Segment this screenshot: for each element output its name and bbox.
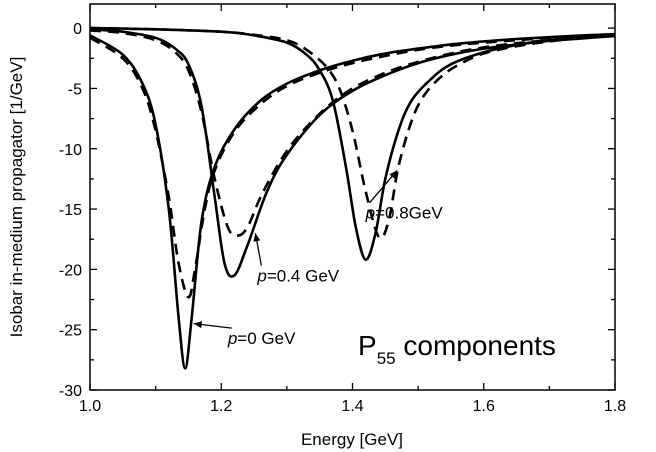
y-tick-label: -5: [68, 81, 82, 98]
panel-label-rest: components: [396, 330, 556, 361]
y-tick-label: 0: [73, 21, 82, 38]
annotation-momentum-symbol: p: [365, 204, 375, 223]
y-tick-label: -20: [59, 262, 82, 279]
annotation-arrowhead-3: [389, 170, 398, 179]
x-tick-label: 1.6: [473, 398, 495, 415]
panel-label-subscript: 55: [377, 349, 396, 368]
annotation-arrowhead-2: [253, 233, 261, 242]
x-tick-label: 1.2: [210, 398, 232, 415]
x-tick-label: 1.4: [341, 398, 363, 415]
annotation-label-1: p=0 GeV: [227, 329, 296, 348]
y-tick-label: -10: [59, 142, 82, 159]
solid-curve-3: [89, 28, 616, 278]
annotation-momentum-value: =0 GeV: [237, 329, 296, 348]
chart-curves: [89, 26, 616, 370]
annotation-arrowhead-1: [193, 321, 203, 329]
annotation-momentum-value: =0.4 GeV: [267, 266, 340, 285]
x-tick-labels: 1.0 1.2 1.4 1.6 1.8: [79, 398, 626, 415]
dashed-curve-6: [89, 26, 616, 240]
annotation-label-2: p=0.4 GeV: [256, 266, 339, 285]
annotation-momentum-symbol: p: [256, 266, 266, 285]
x-axis-label: Energy [GeV]: [301, 430, 403, 449]
y-axis-label: Isobar in-medium propagator [1/GeV]: [7, 57, 26, 338]
y-tick-label: -25: [59, 323, 82, 340]
panel-label: P55 components: [358, 330, 556, 368]
dashed-curve-2: [89, 33, 616, 299]
y-tick-label: -30: [59, 383, 82, 400]
annotation-label-3: p=0.8GeV: [365, 204, 444, 223]
x-tick-label: 1.8: [604, 398, 626, 415]
y-tick-label: -15: [59, 202, 82, 219]
annotation-momentum-symbol: p: [227, 329, 237, 348]
panel-label-main: P: [358, 330, 377, 361]
axis-ticks: [89, 4, 616, 391]
y-tick-labels: 0 -5 -10 -15 -20 -25 -30: [59, 21, 82, 400]
x-tick-label: 1.0: [79, 398, 101, 415]
annotation-momentum-value: =0.8GeV: [375, 204, 443, 223]
